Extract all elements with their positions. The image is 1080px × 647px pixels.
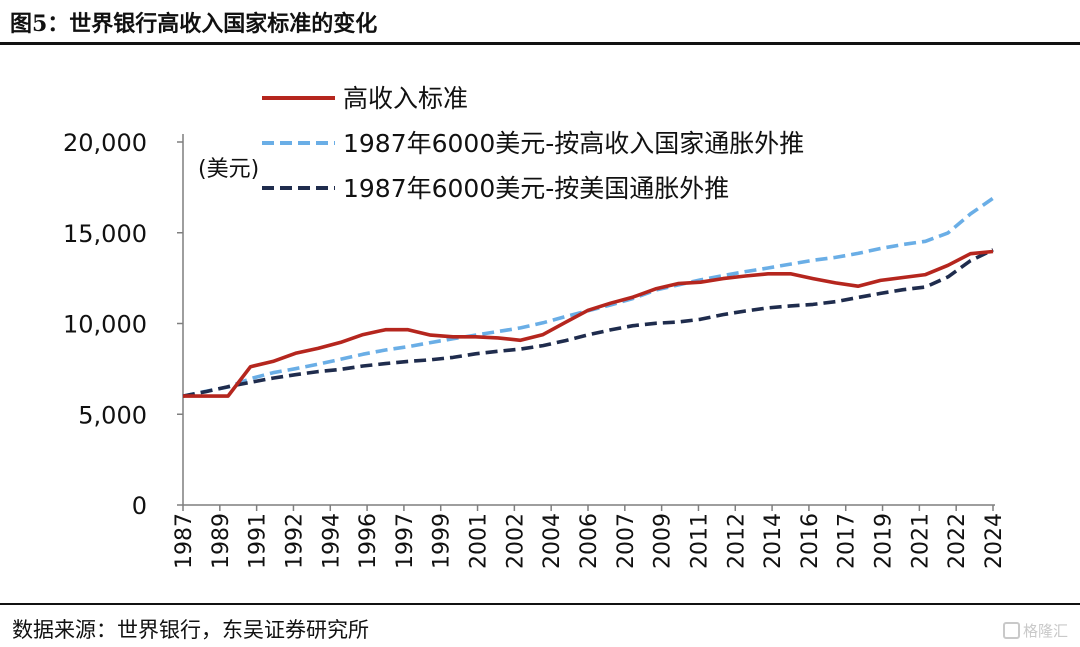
y-tick-label: 10,000 [63, 311, 147, 339]
x-tick-label: 2009 [651, 513, 676, 569]
x-tick-label: 2002 [503, 513, 528, 569]
line-chart: 0 5,000 10,000 15,000 20,000 1987 1989 1991 1992… [63, 84, 1007, 569]
x-tick-label: 1996 [356, 513, 381, 569]
y-tick-label: 20,000 [63, 129, 147, 157]
x-tick-label: 2004 [540, 513, 565, 569]
x-tick-label: 2019 [872, 513, 897, 569]
x-tick-label: 2006 [577, 513, 602, 569]
x-tick-label: 1999 [430, 513, 455, 569]
legend-label-1: 高收入标准 [343, 84, 468, 113]
x-tick-label: 2012 [724, 513, 749, 569]
x-tick-label: 2007 [614, 513, 639, 569]
x-tick-label: 2011 [687, 513, 712, 569]
watermark: 格隆汇 [1002, 620, 1068, 641]
legend-label-2: 1987年6000美元-按高收入国家通胀外推 [343, 129, 804, 158]
footer-rule [0, 603, 1080, 605]
x-tick-label: 1997 [393, 513, 418, 569]
series-line-1 [183, 249, 994, 398]
title-rule [0, 42, 1080, 45]
x-tick-label: 1992 [282, 513, 307, 569]
series-line-2 [182, 196, 995, 398]
watermark-logo-icon [1002, 622, 1020, 639]
watermark-text: 格隆汇 [1022, 622, 1068, 640]
legend-label-3: 1987年6000美元-按美国通胀外推 [343, 174, 729, 203]
x-tick-label: 1987 [172, 513, 197, 569]
x-tick-label: 2014 [761, 513, 786, 569]
y-tick-label: 0 [132, 492, 147, 520]
x-tick-label: 1989 [209, 513, 234, 569]
y-tick-label: 5,000 [78, 401, 147, 429]
x-tick-label: 1994 [319, 513, 344, 569]
x-tick-label: 2021 [908, 513, 933, 569]
source-note: 数据来源：世界银行，东吴证券研究所 [12, 618, 369, 642]
x-tick-label: 2017 [835, 513, 860, 569]
x-tick-label: 2001 [467, 513, 492, 569]
series-line-3 [182, 248, 994, 398]
y-tick-label: 15,000 [63, 220, 147, 248]
x-tick-label: 2022 [945, 513, 970, 569]
figure-title: 图5：世界银行高收入国家标准的变化 [10, 11, 378, 37]
x-tick-label: 2024 [982, 513, 1007, 569]
x-tick-label: 2016 [798, 513, 823, 569]
y-axis-unit-label: (美元) [198, 157, 259, 182]
x-tick-label: 1991 [246, 513, 271, 569]
